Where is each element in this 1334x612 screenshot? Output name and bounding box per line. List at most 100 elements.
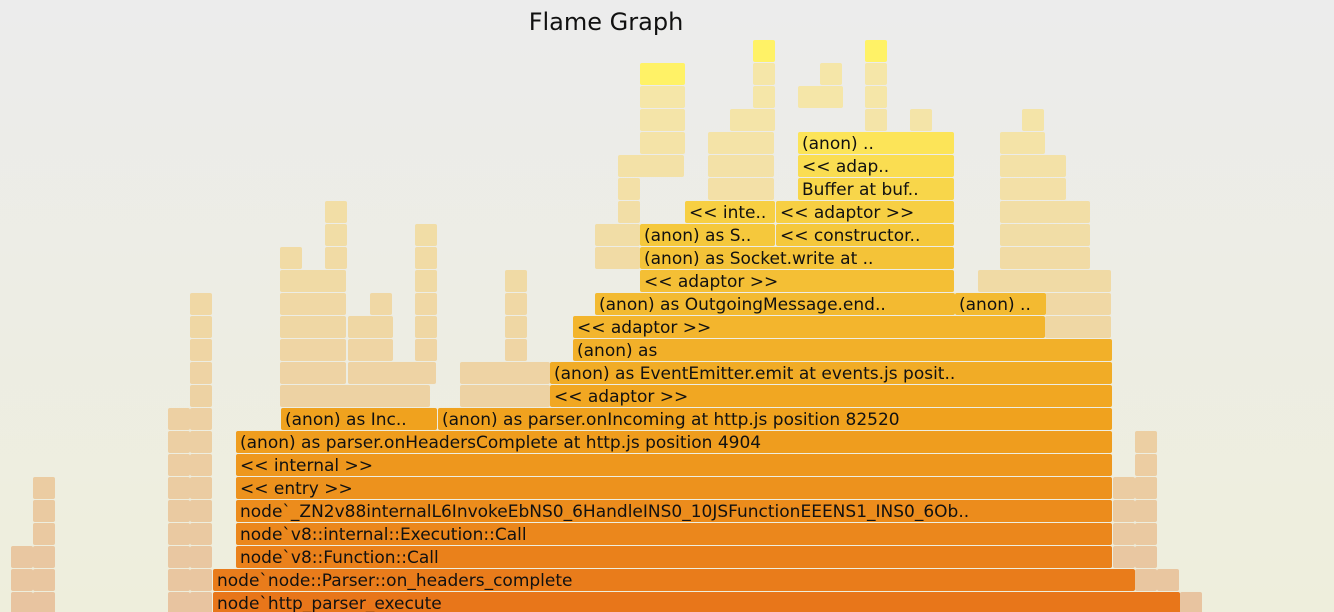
- flame-frame-faded[interactable]: [190, 316, 212, 338]
- flame-frame-faded[interactable]: [370, 293, 392, 315]
- flame-frame-faded[interactable]: [708, 178, 774, 200]
- flame-frame-faded[interactable]: [190, 408, 212, 430]
- flame-frame-faded[interactable]: [505, 270, 527, 292]
- flame-frame-faded[interactable]: [280, 316, 346, 338]
- flame-frame[interactable]: (anon) as EventEmitter.emit at events.js…: [550, 362, 1112, 384]
- flame-frame-faded[interactable]: [1157, 569, 1179, 591]
- flame-frame-faded[interactable]: [190, 293, 212, 315]
- flame-frame[interactable]: << adaptor >>: [776, 201, 954, 223]
- flame-frame[interactable]: Buffer at buf..: [798, 178, 954, 200]
- flame-frame-faded[interactable]: [33, 592, 55, 612]
- flame-frame-faded[interactable]: [280, 339, 346, 361]
- flame-frame[interactable]: << internal >>: [236, 454, 1112, 476]
- flame-frame-faded[interactable]: [33, 523, 55, 545]
- flame-frame-faded[interactable]: [618, 155, 684, 177]
- flame-frame-faded[interactable]: [1045, 293, 1111, 315]
- flame-frame-faded[interactable]: [190, 385, 212, 407]
- flame-frame-faded[interactable]: [798, 86, 843, 108]
- flame-frame-faded[interactable]: [280, 293, 346, 315]
- flame-frame-faded[interactable]: [1180, 592, 1202, 612]
- flame-frame-faded[interactable]: [33, 569, 55, 591]
- flame-frame-faded[interactable]: [505, 316, 527, 338]
- flame-frame-faded[interactable]: [11, 592, 33, 612]
- flame-frame[interactable]: << adap..: [798, 155, 954, 177]
- flame-frame[interactable]: (anon) as Socket.write at ..: [640, 247, 954, 269]
- flame-frame[interactable]: (anon) as: [573, 339, 1112, 361]
- flame-frame[interactable]: << constructor..: [776, 224, 954, 246]
- flame-frame-faded[interactable]: [190, 454, 212, 476]
- flame-frame-faded[interactable]: [280, 362, 346, 384]
- flame-frame[interactable]: << entry >>: [236, 477, 1112, 499]
- flame-frame-faded[interactable]: [505, 293, 527, 315]
- flame-frame-faded[interactable]: [1135, 500, 1157, 522]
- flame-frame-faded[interactable]: [618, 178, 640, 200]
- flame-frame-faded[interactable]: [505, 339, 527, 361]
- flame-frame-faded[interactable]: [1135, 546, 1157, 568]
- flame-frame-faded[interactable]: [190, 477, 212, 499]
- flame-frame-faded[interactable]: [190, 592, 212, 612]
- flame-frame-faded[interactable]: [460, 362, 550, 384]
- flame-frame-faded[interactable]: [168, 431, 190, 453]
- flame-frame-faded[interactable]: [168, 500, 190, 522]
- flame-frame-faded[interactable]: [168, 523, 190, 545]
- flame-frame-faded[interactable]: [415, 270, 437, 292]
- flame-frame[interactable]: (anon) ..: [798, 132, 954, 154]
- flame-frame-faded[interactable]: [1113, 523, 1135, 545]
- flame-frame[interactable]: node`http_parser_execute: [213, 592, 1180, 612]
- flame-frame-faded[interactable]: [168, 454, 190, 476]
- flame-frame-faded[interactable]: [415, 247, 437, 269]
- flame-frame[interactable]: [865, 40, 887, 62]
- flame-frame[interactable]: node`v8::internal::Execution::Call: [236, 523, 1112, 545]
- flame-frame-faded[interactable]: [348, 362, 436, 384]
- flame-frame-faded[interactable]: [978, 270, 1111, 292]
- flame-frame-faded[interactable]: [1113, 500, 1135, 522]
- flame-frame-faded[interactable]: [168, 592, 190, 612]
- flame-frame-faded[interactable]: [168, 477, 190, 499]
- flame-frame-faded[interactable]: [11, 569, 33, 591]
- flame-frame-faded[interactable]: [1135, 523, 1157, 545]
- flame-frame-faded[interactable]: [415, 316, 437, 338]
- flame-frame-faded[interactable]: [415, 339, 437, 361]
- flame-frame-faded[interactable]: [190, 546, 212, 568]
- flame-frame-faded[interactable]: [1000, 178, 1066, 200]
- flame-frame[interactable]: node`v8::Function::Call: [236, 546, 1112, 568]
- flame-frame-faded[interactable]: [415, 224, 437, 246]
- flame-frame-faded[interactable]: [325, 247, 347, 269]
- flame-frame-faded[interactable]: [865, 109, 887, 131]
- flame-frame-faded[interactable]: [1000, 247, 1090, 269]
- flame-frame[interactable]: (anon) ..: [955, 293, 1046, 315]
- flame-frame-faded[interactable]: [190, 523, 212, 545]
- flame-frame-faded[interactable]: [1000, 201, 1090, 223]
- flame-frame-faded[interactable]: [1135, 477, 1157, 499]
- flame-frame-faded[interactable]: [460, 385, 550, 407]
- flame-frame[interactable]: (anon) as OutgoingMessage.end..: [595, 293, 955, 315]
- flame-frame-faded[interactable]: [190, 569, 212, 591]
- flame-frame-faded[interactable]: [753, 86, 775, 108]
- flame-frame-faded[interactable]: [730, 109, 775, 131]
- flame-frame-faded[interactable]: [190, 500, 212, 522]
- flame-frame-faded[interactable]: [348, 316, 393, 338]
- flame-frame-faded[interactable]: [708, 132, 774, 154]
- flame-frame-faded[interactable]: [1000, 224, 1090, 246]
- flame-frame-faded[interactable]: [348, 339, 393, 361]
- flame-frame-faded[interactable]: [1113, 477, 1135, 499]
- flame-frame-faded[interactable]: [168, 546, 190, 568]
- flame-frame-faded[interactable]: [280, 247, 302, 269]
- flame-frame[interactable]: node`_ZN2v88internalL6InvokeEbNS0_6Handl…: [236, 500, 1112, 522]
- flame-frame-faded[interactable]: [1045, 316, 1111, 338]
- flame-frame-faded[interactable]: [1135, 569, 1157, 591]
- flame-frame[interactable]: (anon) as Inc..: [281, 408, 437, 430]
- flame-frame-faded[interactable]: [190, 431, 212, 453]
- flame-frame-faded[interactable]: [1135, 454, 1157, 476]
- flame-frame-faded[interactable]: [820, 63, 842, 85]
- flame-frame[interactable]: (anon) as parser.onIncoming at http.js p…: [438, 408, 1112, 430]
- flame-frame-faded[interactable]: [1022, 109, 1044, 131]
- flame-frame-faded[interactable]: [325, 201, 347, 223]
- flame-frame[interactable]: << inte..: [685, 201, 775, 223]
- flame-frame-faded[interactable]: [1000, 155, 1066, 177]
- flame-frame-faded[interactable]: [618, 201, 640, 223]
- flame-frame-faded[interactable]: [190, 362, 212, 384]
- flame-frame[interactable]: (anon) as S..: [640, 224, 775, 246]
- flame-frame-faded[interactable]: [11, 546, 33, 568]
- flame-frame-faded[interactable]: [280, 270, 346, 292]
